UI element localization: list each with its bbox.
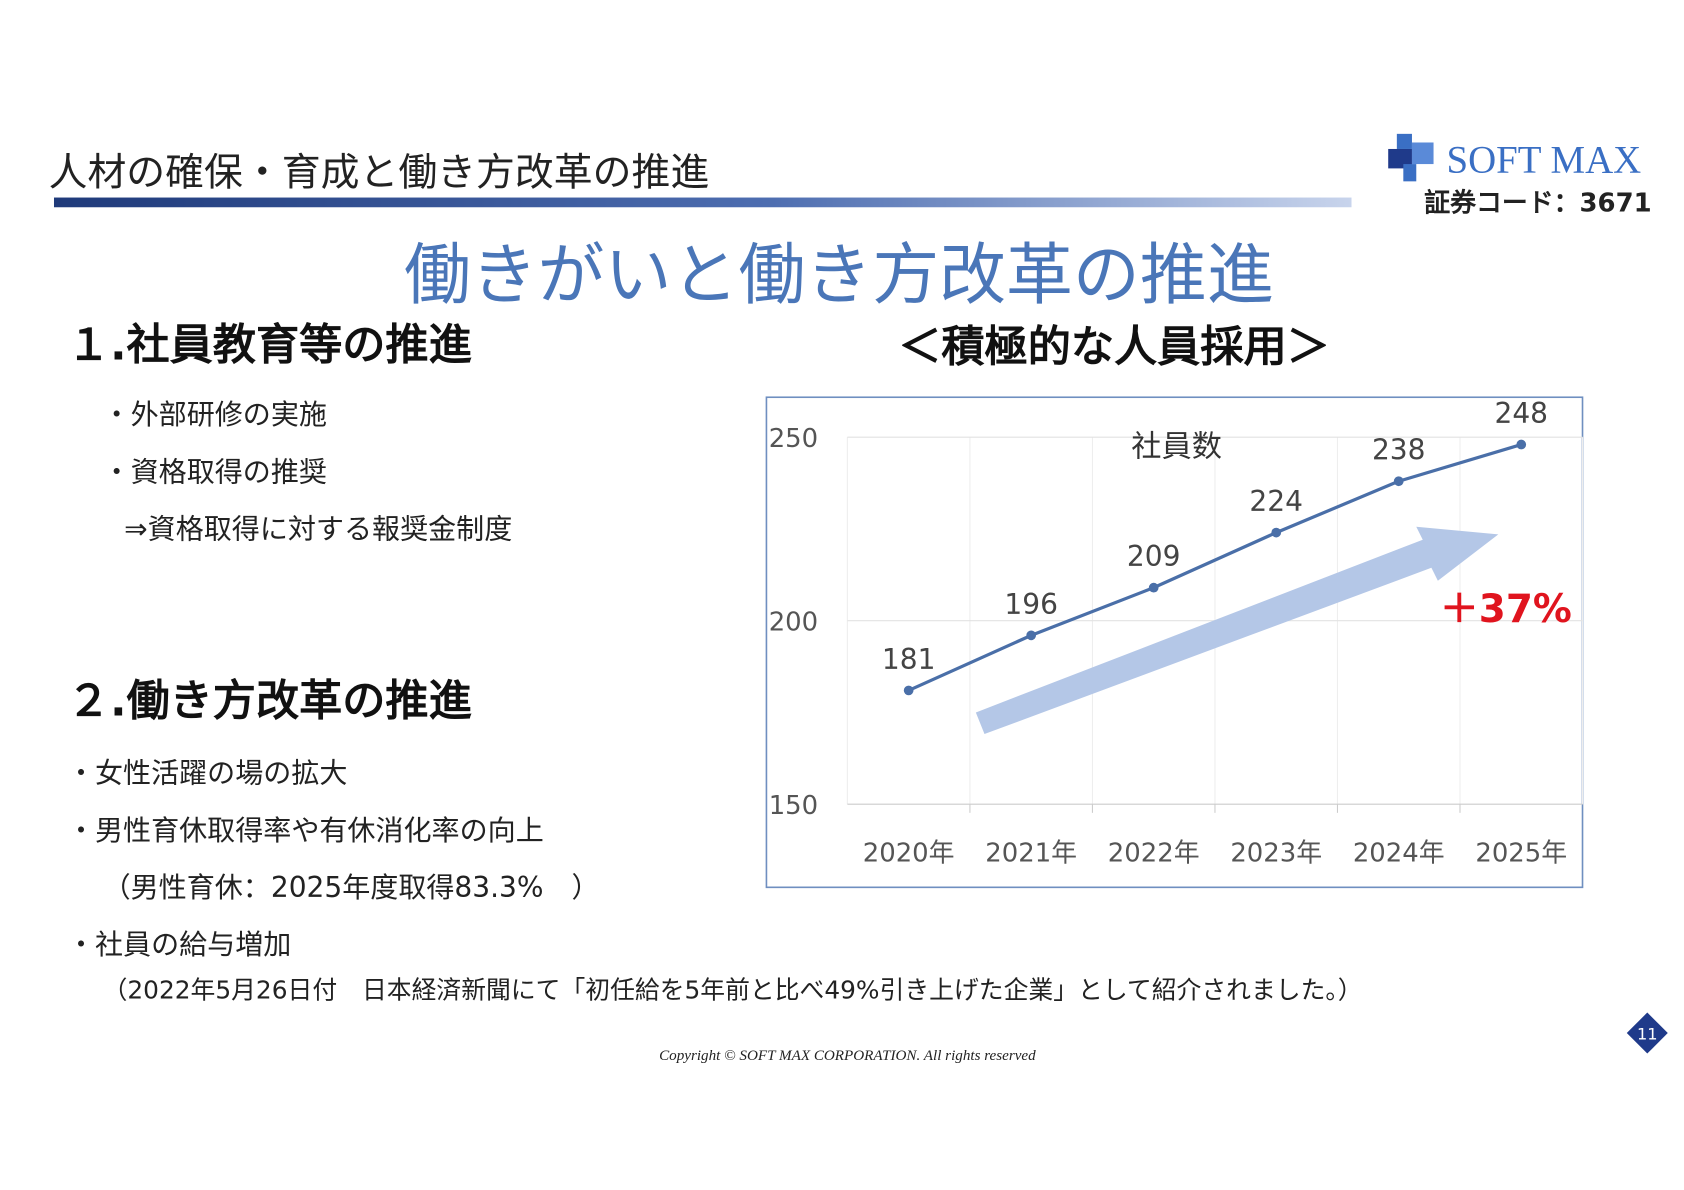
y-tick-label: 200 <box>769 607 818 637</box>
header-title: 人材の確保・育成と働き方改革の推進 <box>49 151 710 196</box>
chart: 150 200 250 社員数 ＋37% 2020年 2021年 2022年 2023年 2024… <box>765 396 1584 889</box>
y-tick-label: 250 <box>769 424 818 454</box>
chart-heading: ＜積極的な人員採用＞ <box>898 323 1330 373</box>
logo: SOFT MAX <box>1388 133 1641 182</box>
note: （2022年5月26日付 日本経済新聞にて「初任給を5年前と比べ49%引き上げた… <box>103 976 1363 1005</box>
x-tick-label: 2024年 <box>1353 838 1445 868</box>
annotation: ＋37% <box>1440 587 1572 632</box>
header-bar <box>53 197 1352 208</box>
bullet: ・女性活躍の場の拡大 <box>67 757 347 790</box>
data-line <box>907 442 1522 692</box>
data-label: 248 <box>1494 397 1548 430</box>
section-heading: ２.働き方改革の推進 <box>67 677 472 727</box>
data-point <box>1393 476 1404 487</box>
main-title: 働きがいと働き方改革の推進 <box>404 236 1274 314</box>
data-point <box>1026 630 1037 641</box>
data-label: 209 <box>1127 540 1181 573</box>
data-point <box>1516 439 1527 450</box>
section-heading: １.社員教育等の推進 <box>67 320 472 370</box>
y-tick-label: 150 <box>769 791 818 821</box>
data-label: 224 <box>1249 485 1303 518</box>
chart-title: 社員数 <box>1131 430 1222 465</box>
data-label: 181 <box>882 643 936 676</box>
copyright: Copyright © SOFT MAX CORPORATION. All ri… <box>659 1048 1036 1064</box>
bullet: ・社員の給与増加 <box>67 928 291 961</box>
page-number: 11 <box>1637 1025 1658 1044</box>
data-point <box>903 685 914 696</box>
bullet: ⇒資格取得に対する報奨金制度 <box>124 513 512 546</box>
x-tick-label: 2023年 <box>1230 838 1322 868</box>
data-label: 238 <box>1372 434 1426 467</box>
bullet: （男性育休：2025年度取得83.3% ） <box>103 871 600 904</box>
trend-arrow <box>975 526 1499 735</box>
x-tick-label: 2021年 <box>985 838 1077 868</box>
bullet: ・資格取得の推奨 <box>103 455 327 488</box>
x-tick-label: 2025年 <box>1475 838 1567 868</box>
data-point <box>1148 582 1159 593</box>
bullet: ・男性育休取得率や有休消化率の向上 <box>67 814 544 847</box>
data-point <box>1271 527 1282 538</box>
bullet: ・外部研修の実施 <box>103 398 327 431</box>
x-tick-label: 2020年 <box>863 838 955 868</box>
stock-code: 証券コード：3671 <box>1424 188 1651 219</box>
x-tick-label: 2022年 <box>1108 838 1200 868</box>
data-label: 196 <box>1004 588 1058 621</box>
page-badge <box>1626 1012 1668 1054</box>
company-name: SOFT MAX <box>1446 139 1641 182</box>
